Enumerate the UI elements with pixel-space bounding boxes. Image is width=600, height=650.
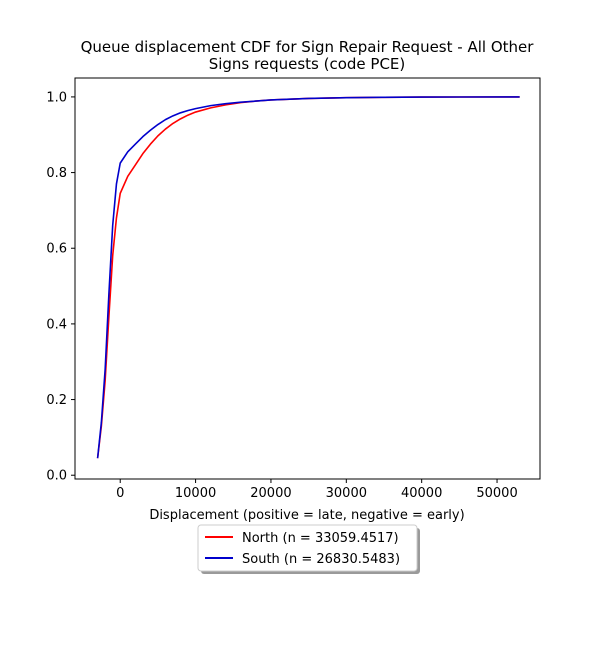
series-line-north (96, 96, 520, 459)
legend-label-north: North (n = 33059.4517) (242, 531, 399, 546)
x-tick-label: 30000 (326, 486, 367, 501)
y-tick-label: 0.0 (46, 469, 67, 484)
chart-title-line-2: Signs requests (code PCE) (209, 55, 406, 73)
y-tick-label: 1.0 (46, 90, 67, 105)
x-tick-label: 0 (116, 486, 124, 501)
y-tick-label: 0.2 (46, 393, 67, 408)
y-tick-label: 0.6 (46, 242, 67, 257)
chart-title-line-1: Queue displacement CDF for Sign Repair R… (81, 38, 535, 56)
x-tick-label: 20000 (250, 486, 291, 501)
y-tick-label: 0.4 (46, 317, 67, 332)
plot-frame (74, 77, 541, 480)
x-tick-label: 50000 (476, 486, 517, 501)
plot-area: 0 10000 20000 30000 40000 50000 0.0 0.2 0.4 0.6 0.… (46, 77, 541, 501)
x-tick-label: 10000 (175, 486, 216, 501)
x-axis-label: Displacement (positive = late, negative … (149, 508, 464, 523)
legend-label-south: South (n = 26830.5483) (242, 552, 400, 567)
legend: North (n = 33059.4517) South (n = 26830.… (197, 524, 420, 574)
legend-box (197, 524, 418, 572)
x-tick-label: 40000 (401, 486, 442, 501)
series-line-south (96, 96, 520, 459)
y-tick-label: 0.8 (46, 166, 67, 181)
